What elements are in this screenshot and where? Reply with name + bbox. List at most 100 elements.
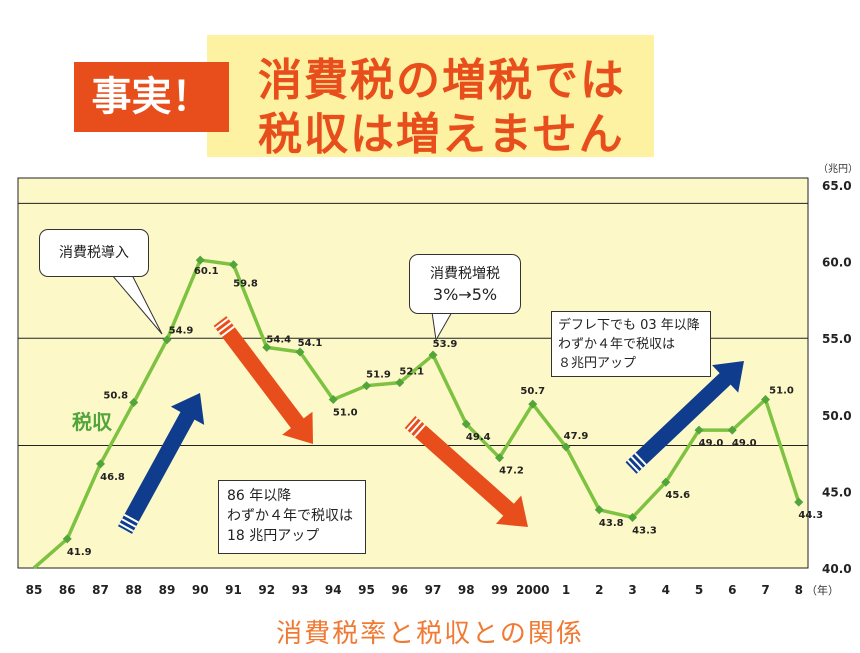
x-tick-2000: 2000 xyxy=(516,583,549,597)
data-label-96: 52.1 xyxy=(399,367,424,378)
x-tick-3: 3 xyxy=(628,583,636,597)
marker-94 xyxy=(328,394,338,404)
marker-89 xyxy=(162,335,172,345)
callout-intro-text: 消費税導入 xyxy=(59,245,129,261)
arrow-rise-1986-stripe-1 xyxy=(121,518,137,528)
callout-deflation-line-1: デフレ下でも 03 年以降 xyxy=(558,318,700,333)
trend-arrows xyxy=(117,316,744,534)
callout-hike-title: 消費税増税 xyxy=(430,266,500,282)
data-label-3: 43.3 xyxy=(632,525,657,536)
x-tick-90: 90 xyxy=(192,583,209,597)
fact-badge: 事実！ xyxy=(74,62,229,132)
y-unit-label: （兆円） xyxy=(818,163,858,175)
callout-growth-line-2: わずか４年で税収は xyxy=(227,508,353,524)
y-tick-60.0: 60.0 xyxy=(822,256,852,270)
data-label-92: 54.4 xyxy=(266,334,291,345)
data-label-88: 50.8 xyxy=(103,391,128,402)
arrow-fall-1991-stripe-2 xyxy=(220,325,235,337)
arrow-fall-1991-stripe-0 xyxy=(214,317,229,330)
x-tick-85: 85 xyxy=(26,583,43,597)
headline-box xyxy=(207,35,654,157)
series-label: 税収 xyxy=(72,410,112,434)
y-tick-labels: 65.0 60.0 55.0 50.0 45.0 40.0 xyxy=(822,179,852,576)
marker-93 xyxy=(295,347,305,357)
marker-6 xyxy=(727,425,737,435)
arrow-fall-1991-stripe-1 xyxy=(217,321,232,334)
x-tick-8: 8 xyxy=(795,583,803,597)
data-label-98: 49.4 xyxy=(466,432,491,443)
callout-hike-rates: 3%→5% xyxy=(432,285,498,304)
marker-95 xyxy=(362,381,371,391)
headline-line-1: 消費税の増税では xyxy=(258,55,626,106)
x-tick-96: 96 xyxy=(391,583,408,597)
arrow-fall-1997-stripe-0 xyxy=(406,417,419,431)
arrow-fall-1997 xyxy=(404,416,528,527)
pointer-intro xyxy=(111,274,163,335)
x-tick-98: 98 xyxy=(458,583,475,597)
callout-deflation-growth: デフレ下でも 03 年以降 わずか４年で税収は ８兆円アップ xyxy=(551,311,711,377)
y-tick-50.0: 50.0 xyxy=(822,409,852,423)
arrow-fall-1997-stripe-2 xyxy=(413,424,426,438)
callout-tax-introduction: 消費税導入 xyxy=(39,229,149,277)
callout-tax-hike: 消費税増税 3%→5% xyxy=(409,254,521,314)
marker-90 xyxy=(195,255,205,265)
arrow-rise-2003 xyxy=(625,361,744,474)
marker-2 xyxy=(594,505,604,515)
marker-98 xyxy=(461,419,471,429)
data-label-93: 54.1 xyxy=(298,338,323,349)
data-label-90: 60.1 xyxy=(194,266,219,277)
data-label-89: 54.9 xyxy=(169,326,194,337)
x-tick-86: 86 xyxy=(59,583,76,597)
data-label-99: 47.2 xyxy=(499,466,524,477)
arrow-fall-1991 xyxy=(213,316,313,444)
x-tick-89: 89 xyxy=(159,583,176,597)
data-labels: 41.9 46.8 50.8 54.9 60.1 59.8 54.4 54.1 51.0 51.9… xyxy=(67,266,823,558)
data-label-8: 44.3 xyxy=(798,510,823,521)
data-label-87: 46.8 xyxy=(100,472,125,483)
marker-87 xyxy=(96,459,105,469)
arrow-rise-2003-stripe-1 xyxy=(630,456,644,469)
x-tick-2: 2 xyxy=(595,583,603,597)
data-label-5: 49.0 xyxy=(699,438,724,449)
callout-growth-line-1: 86 年以降 xyxy=(227,488,292,504)
callout-pointers xyxy=(111,274,453,342)
x-tick-91: 91 xyxy=(225,583,242,597)
chart-caption: 消費税率と税収との関係 xyxy=(276,619,584,649)
x-tick-5: 5 xyxy=(695,583,703,597)
data-label-94: 51.0 xyxy=(333,407,358,418)
x-unit-label: （年） xyxy=(806,583,839,597)
x-tick-95: 95 xyxy=(358,583,375,597)
marker-4 xyxy=(661,477,671,487)
arrow-rise-2003-stripe-0 xyxy=(626,459,640,473)
callout-growth-line-3: 18 兆円アップ xyxy=(227,528,320,544)
pointer-hike xyxy=(431,311,453,342)
arrow-rise-2003-stripe-2 xyxy=(634,452,647,466)
headline-line-2: 税収は増えません xyxy=(258,109,625,160)
x-tick-labels: 85 86 87 88 89 90 91 92 93 94 95 96 97 98 99 2000 1 2 3 4 5 6… xyxy=(26,583,803,597)
data-label-2000: 50.7 xyxy=(520,386,545,397)
marker-3 xyxy=(628,512,637,522)
marker-8 xyxy=(794,497,804,507)
y-tick-45.0: 45.0 xyxy=(822,485,852,499)
arrow-rise-1986-stripe-2 xyxy=(123,513,139,524)
x-tick-1: 1 xyxy=(562,583,570,597)
callout-1986-growth: 86 年以降 わずか４年で税収は 18 兆円アップ xyxy=(218,480,366,554)
x-tick-4: 4 xyxy=(662,583,670,597)
marker-1 xyxy=(561,442,571,452)
data-label-95: 51.9 xyxy=(366,370,391,381)
callout-deflation-line-3: ８兆円アップ xyxy=(558,356,637,371)
x-tick-7: 7 xyxy=(761,583,769,597)
callout-deflation-line-2: わずか４年で税収は xyxy=(558,337,676,352)
y-tick-55.0: 55.0 xyxy=(822,332,852,346)
data-label-7: 51.0 xyxy=(769,385,794,396)
data-label-6: 49.0 xyxy=(732,438,757,449)
data-label-97: 53.9 xyxy=(433,339,458,350)
tax-revenue-line xyxy=(32,258,801,570)
x-tick-97: 97 xyxy=(425,583,442,597)
data-label-2: 43.8 xyxy=(599,518,624,529)
data-label-86: 41.9 xyxy=(67,547,92,558)
y-tick-40.0: 40.0 xyxy=(822,562,852,576)
arrow-fall-1997-stripe-1 xyxy=(409,420,423,434)
data-label-4: 45.6 xyxy=(665,490,690,501)
x-tick-92: 92 xyxy=(258,583,275,597)
